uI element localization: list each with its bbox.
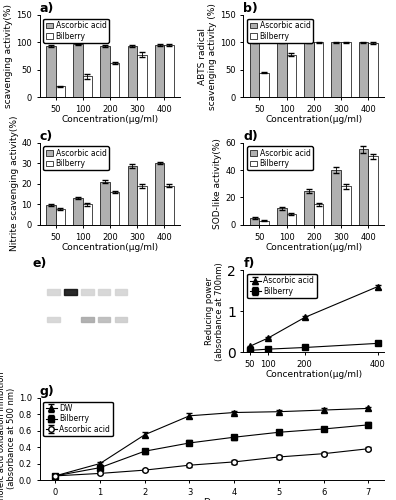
Bar <box>359 42 368 98</box>
Bar <box>314 204 323 225</box>
Bar <box>287 54 296 98</box>
Bar <box>331 42 341 98</box>
Bar <box>46 206 55 225</box>
Legend: DW, Bilberry, Ascorbic acid: DW, Bilberry, Ascorbic acid <box>44 402 112 436</box>
Text: c): c) <box>40 130 53 142</box>
X-axis label: Concentration(μg/ml): Concentration(μg/ml) <box>61 116 158 124</box>
Bar <box>155 45 164 98</box>
Bar <box>259 221 269 225</box>
Text: f): f) <box>244 257 255 270</box>
Text: e): e) <box>32 257 47 270</box>
Bar <box>55 86 65 98</box>
Bar <box>110 64 120 98</box>
Bar <box>73 44 83 98</box>
Bar <box>368 43 378 98</box>
Y-axis label: Linoleic acid oxidation inhibition
(absorbance at 500 nm): Linoleic acid oxidation inhibition (abso… <box>0 371 16 500</box>
Text: 3: 3 <box>85 341 89 347</box>
Bar <box>341 186 350 225</box>
Bar <box>304 42 314 98</box>
Y-axis label: Nitrite scavenging activity(%): Nitrite scavenging activity(%) <box>10 116 19 252</box>
Text: 5: 5 <box>119 341 123 347</box>
X-axis label: Concentration(μg/ml): Concentration(μg/ml) <box>265 370 362 380</box>
Bar <box>81 317 93 322</box>
Text: 1: 1 <box>51 341 56 347</box>
Bar <box>359 150 368 225</box>
Bar <box>277 208 287 225</box>
Y-axis label: Reducing power
(absorbance at 700nm): Reducing power (absorbance at 700nm) <box>205 262 224 360</box>
Text: d): d) <box>244 130 258 142</box>
Bar <box>341 42 350 98</box>
X-axis label: Concentration(μg/ml): Concentration(μg/ml) <box>265 243 362 252</box>
Bar <box>64 289 77 296</box>
Text: b): b) <box>244 2 258 15</box>
Bar <box>48 289 60 296</box>
Text: 4: 4 <box>102 341 107 347</box>
Bar <box>101 46 110 98</box>
Bar <box>250 42 259 98</box>
Bar <box>110 192 120 225</box>
Text: 2: 2 <box>69 341 73 347</box>
Bar <box>98 289 110 296</box>
Bar <box>115 317 128 322</box>
Bar <box>81 289 93 296</box>
Legend: Ascorbic acid, Bilberry: Ascorbic acid, Bilberry <box>44 146 109 171</box>
Y-axis label: ABTS radical
scavenging activity (%): ABTS radical scavenging activity (%) <box>198 2 217 110</box>
X-axis label: Concentration(μg/ml): Concentration(μg/ml) <box>265 116 362 124</box>
Bar <box>368 156 378 225</box>
Bar <box>259 72 269 98</box>
Bar <box>115 289 128 296</box>
X-axis label: Concentration(μg/ml): Concentration(μg/ml) <box>61 243 158 252</box>
Bar <box>331 170 341 225</box>
Bar <box>164 186 174 225</box>
Bar <box>277 42 287 98</box>
Legend: Ascorbic acid, Bilberry: Ascorbic acid, Bilberry <box>248 146 313 171</box>
Bar <box>55 210 65 225</box>
Text: ← Open circular form: ← Open circular form <box>134 290 200 294</box>
Bar <box>128 166 137 225</box>
Bar <box>73 198 83 225</box>
Bar <box>46 46 55 98</box>
Bar <box>83 76 92 98</box>
Legend: Ascorbic acid, Bilberry: Ascorbic acid, Bilberry <box>248 274 316 298</box>
Text: g): g) <box>40 384 54 398</box>
Y-axis label: SOD-like activity(%): SOD-like activity(%) <box>213 138 223 229</box>
Bar <box>98 317 110 322</box>
Bar <box>314 42 323 98</box>
Bar <box>83 204 92 225</box>
Bar <box>137 54 147 98</box>
Y-axis label: DPPH radical
scavenging activity(%): DPPH radical scavenging activity(%) <box>0 4 13 108</box>
Text: ← Supercoiled form: ← Supercoiled form <box>134 317 195 322</box>
Legend: Ascorbic acid, Bilberry: Ascorbic acid, Bilberry <box>44 19 109 43</box>
Bar <box>164 45 174 98</box>
Legend: Ascorbic acid, Bilberry: Ascorbic acid, Bilberry <box>248 19 313 43</box>
Bar <box>155 163 164 225</box>
Bar <box>250 218 259 225</box>
Bar <box>287 214 296 225</box>
Bar <box>304 190 314 225</box>
Text: a): a) <box>40 2 54 15</box>
Bar <box>48 317 60 322</box>
Bar <box>137 186 147 225</box>
Bar <box>128 46 137 98</box>
X-axis label: Day: Day <box>203 498 221 500</box>
Bar <box>101 182 110 225</box>
